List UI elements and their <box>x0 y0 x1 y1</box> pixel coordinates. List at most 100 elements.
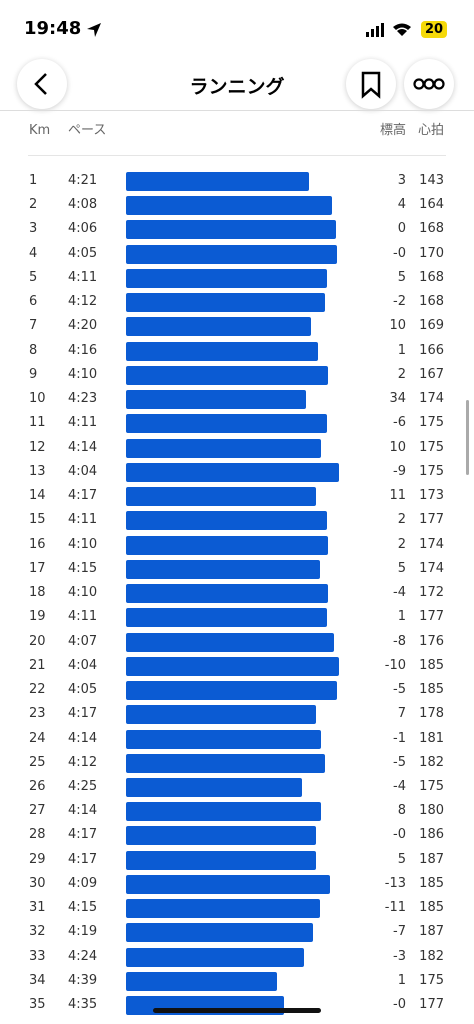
pace: 4:14 <box>68 730 98 746</box>
pace-bar <box>126 899 320 919</box>
elevation: 10 <box>389 439 406 455</box>
column-header: ペース <box>68 123 107 138</box>
pace-bar <box>126 244 338 264</box>
heart-rate: 175 <box>419 463 444 479</box>
pace: 4:07 <box>68 633 98 649</box>
elevation: -1 <box>393 730 406 746</box>
elevation: -7 <box>393 924 406 940</box>
back-button[interactable] <box>17 59 67 109</box>
pace: 4:10 <box>68 366 98 382</box>
elevation: -5 <box>393 682 406 698</box>
pace: 4:17 <box>68 488 98 504</box>
heart-rate: 185 <box>419 900 444 916</box>
km: 32 <box>29 924 46 940</box>
elevation: -5 <box>393 754 406 770</box>
heart-rate: 178 <box>419 706 444 722</box>
status-time: 19:48 <box>24 18 82 39</box>
heart-rate: 174 <box>419 560 444 576</box>
heart-rate: 185 <box>419 682 444 698</box>
pace: 4:35 <box>68 997 98 1013</box>
pace-bar <box>126 826 317 846</box>
km: 19 <box>29 609 46 625</box>
km: 2 <box>29 197 38 213</box>
heart-rate: 164 <box>419 197 444 213</box>
elevation: 8 <box>397 803 406 819</box>
km: 35 <box>29 997 46 1013</box>
elevation: -3 <box>393 948 406 964</box>
heart-rate: 180 <box>419 803 444 819</box>
heart-rate: 174 <box>419 536 444 552</box>
km: 11 <box>29 415 46 431</box>
pace: 4:04 <box>68 463 98 479</box>
heart-rate: 177 <box>419 997 444 1013</box>
divider <box>28 155 446 156</box>
pace: 4:16 <box>68 342 98 358</box>
bookmark-button[interactable] <box>346 59 396 109</box>
pace: 4:10 <box>68 536 98 552</box>
elevation: -9 <box>393 463 406 479</box>
pace: 4:25 <box>68 779 98 794</box>
pace-bar <box>126 365 329 385</box>
pace-bar <box>126 535 329 555</box>
pace: 4:17 <box>68 706 98 722</box>
pace-bar <box>126 729 322 749</box>
heart-rate: 167 <box>419 366 444 382</box>
elevation: -4 <box>393 585 406 601</box>
elevation: 5 <box>397 851 406 867</box>
elevation: -4 <box>393 779 406 794</box>
km: 24 <box>29 730 46 746</box>
column-header: 心拍 <box>417 123 444 138</box>
pace-bar <box>126 559 320 579</box>
elevation: -10 <box>384 657 406 673</box>
elevation: -0 <box>393 997 406 1013</box>
pace: 4:11 <box>68 269 98 285</box>
elevation: -0 <box>393 245 406 261</box>
pace-bar <box>126 753 325 773</box>
km: 15 <box>29 512 46 528</box>
pace-bar <box>126 632 334 652</box>
more-button[interactable] <box>404 59 454 109</box>
pace: 4:17 <box>68 827 98 843</box>
heart-rate: 186 <box>419 827 444 843</box>
heart-rate: 182 <box>419 948 444 964</box>
heart-rate: 170 <box>419 245 444 261</box>
heart-rate: 169 <box>419 318 444 334</box>
pace-bar <box>126 778 302 797</box>
km: 17 <box>29 560 46 576</box>
elevation: 4 <box>397 197 406 213</box>
heart-rate: 166 <box>419 342 444 358</box>
km: 27 <box>29 803 46 819</box>
heart-rate: 187 <box>419 924 444 940</box>
elevation: 10 <box>389 318 406 334</box>
pace-bar <box>126 681 338 701</box>
km: 12 <box>29 439 46 455</box>
km: 13 <box>29 463 46 479</box>
elevation: 34 <box>389 391 406 407</box>
pace-bar <box>126 971 278 991</box>
pace-bar <box>126 196 332 216</box>
signal-wifi <box>366 23 411 37</box>
pace: 4:04 <box>68 657 98 673</box>
pace: 4:08 <box>68 197 98 213</box>
heart-rate: 168 <box>419 269 444 285</box>
heart-rate: 185 <box>419 875 444 891</box>
pace-bar <box>126 220 336 240</box>
km: 25 <box>29 754 46 770</box>
pace: 4:20 <box>68 318 98 334</box>
km: 4 <box>29 245 38 261</box>
elevation: 11 <box>389 488 406 504</box>
elevation: 1 <box>397 972 406 988</box>
pace: 4:05 <box>68 682 98 698</box>
km: 30 <box>29 875 46 891</box>
heart-rate: 172 <box>419 585 444 601</box>
km: 23 <box>29 706 46 722</box>
pace: 4:09 <box>68 875 98 891</box>
pace-bar <box>126 341 318 361</box>
heart-rate: 177 <box>419 512 444 528</box>
heart-rate: 187 <box>419 851 444 867</box>
pace-bar <box>126 802 322 822</box>
scrollbar <box>466 400 469 475</box>
km: 10 <box>29 391 46 407</box>
km: 34 <box>29 972 46 988</box>
km: 14 <box>29 488 46 504</box>
